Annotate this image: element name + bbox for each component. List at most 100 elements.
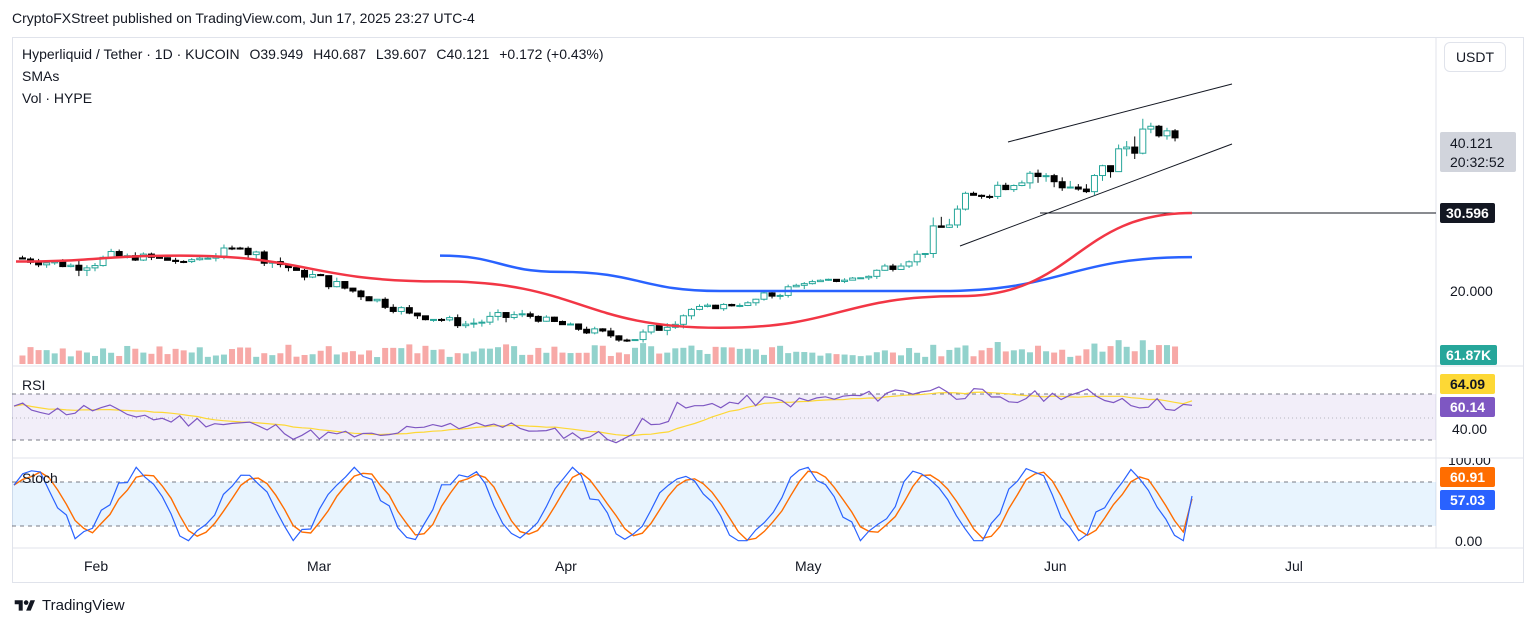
candle[interactable]: [1115, 148, 1123, 173]
candle[interactable]: [929, 225, 937, 255]
candle[interactable]: [486, 315, 494, 323]
candle[interactable]: [808, 281, 816, 285]
candle[interactable]: [1171, 130, 1179, 139]
candle[interactable]: [341, 281, 349, 289]
candle[interactable]: [309, 274, 317, 278]
candle[interactable]: [180, 260, 188, 263]
candle[interactable]: [663, 326, 671, 331]
candle[interactable]: [921, 253, 929, 256]
candle[interactable]: [728, 303, 736, 307]
candle[interactable]: [631, 339, 639, 342]
channel-upper[interactable]: [1007, 83, 1233, 143]
candle[interactable]: [478, 321, 486, 324]
candle[interactable]: [679, 315, 687, 325]
candle[interactable]: [91, 265, 99, 269]
candle[interactable]: [252, 251, 260, 256]
candle[interactable]: [1058, 181, 1066, 189]
candle[interactable]: [1082, 188, 1090, 193]
candle[interactable]: [1002, 184, 1010, 191]
candle[interactable]: [558, 320, 566, 326]
candle[interactable]: [317, 274, 325, 277]
candle[interactable]: [792, 284, 800, 288]
candle[interactable]: [849, 277, 857, 281]
candle[interactable]: [1034, 172, 1042, 178]
candle[interactable]: [494, 312, 502, 317]
candle[interactable]: [647, 325, 655, 333]
candle[interactable]: [526, 313, 534, 317]
candle[interactable]: [889, 265, 897, 270]
candle[interactable]: [970, 192, 978, 196]
candle[interactable]: [623, 339, 631, 342]
candle[interactable]: [760, 292, 768, 300]
candle[interactable]: [833, 278, 841, 282]
candle[interactable]: [841, 279, 849, 282]
candle[interactable]: [1026, 172, 1034, 184]
candle[interactable]: [986, 195, 994, 198]
candle[interactable]: [1155, 125, 1163, 137]
footer-brand[interactable]: TradingView: [12, 597, 125, 614]
stoch-label[interactable]: Stoch: [22, 470, 58, 486]
candle[interactable]: [397, 307, 405, 312]
candle[interactable]: [953, 208, 961, 226]
candle[interactable]: [937, 225, 945, 228]
candle[interactable]: [43, 262, 51, 266]
candle[interactable]: [115, 251, 123, 257]
candle[interactable]: [1107, 165, 1115, 173]
candle[interactable]: [518, 313, 526, 316]
candle[interactable]: [333, 281, 341, 288]
candle[interactable]: [639, 331, 647, 341]
legend-smas[interactable]: SMAs: [22, 68, 60, 84]
candle[interactable]: [978, 194, 986, 197]
candle[interactable]: [373, 298, 381, 302]
candle[interactable]: [389, 306, 397, 312]
candle[interactable]: [155, 256, 163, 259]
candle[interactable]: [994, 184, 1002, 197]
candle[interactable]: [615, 335, 623, 341]
candle[interactable]: [1139, 128, 1147, 154]
candle[interactable]: [881, 265, 889, 271]
candle[interactable]: [583, 328, 591, 334]
candle[interactable]: [349, 287, 357, 292]
candle[interactable]: [260, 251, 268, 264]
candle[interactable]: [244, 247, 252, 256]
currency-button[interactable]: USDT: [1444, 42, 1506, 72]
candle[interactable]: [1131, 146, 1139, 154]
candle[interactable]: [381, 298, 389, 308]
candle[interactable]: [446, 317, 454, 321]
candle[interactable]: [510, 314, 518, 318]
candle[interactable]: [575, 323, 583, 330]
candle[interactable]: [607, 330, 615, 337]
candle[interactable]: [567, 323, 575, 326]
candle[interactable]: [293, 267, 300, 271]
candle[interactable]: [413, 312, 421, 317]
candle[interactable]: [720, 303, 728, 310]
candle[interactable]: [591, 328, 599, 334]
candle[interactable]: [1090, 175, 1098, 193]
candle[interactable]: [961, 192, 969, 210]
candle[interactable]: [75, 264, 83, 271]
candle[interactable]: [865, 275, 873, 279]
candle[interactable]: [18, 257, 26, 260]
candle[interactable]: [1066, 186, 1074, 189]
candle[interactable]: [1147, 125, 1155, 130]
candle[interactable]: [220, 247, 228, 257]
candle[interactable]: [704, 304, 712, 307]
candle[interactable]: [454, 317, 462, 327]
legend-pair[interactable]: Hyperliquid / Tether · 1D · KUCOIN O39.9…: [22, 46, 610, 62]
legend-volume[interactable]: Vol · HYPE: [22, 90, 93, 106]
candle[interactable]: [59, 261, 67, 268]
candle[interactable]: [1163, 130, 1171, 137]
candle[interactable]: [1010, 185, 1018, 191]
candle[interactable]: [712, 304, 720, 310]
candle[interactable]: [196, 257, 204, 261]
candle[interactable]: [462, 323, 470, 327]
candle[interactable]: [301, 269, 309, 278]
candle[interactable]: [470, 322, 478, 325]
candle[interactable]: [228, 247, 236, 250]
candle[interactable]: [550, 316, 558, 322]
candle[interactable]: [599, 328, 607, 332]
candle[interactable]: [744, 302, 752, 306]
candle[interactable]: [1018, 182, 1026, 187]
candle[interactable]: [1123, 146, 1131, 150]
